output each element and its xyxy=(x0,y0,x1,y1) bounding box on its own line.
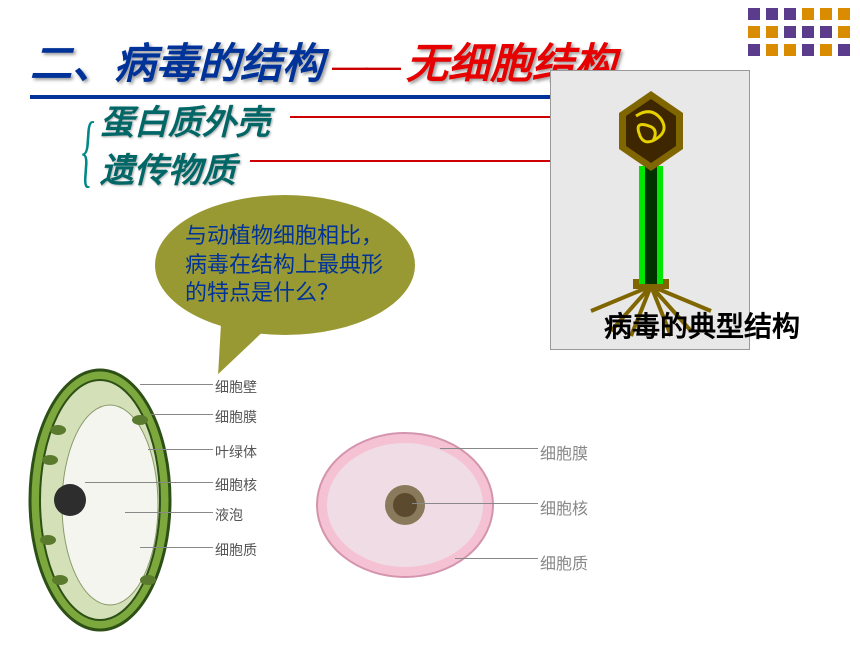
dot-row xyxy=(748,8,850,20)
plant-cell-svg xyxy=(20,360,210,640)
question-bubble: 与动植物细胞相比，病毒在结构上最典形的特点是什么？ xyxy=(155,195,415,335)
bubble-text: 与动植物细胞相比，病毒在结构上最典形的特点是什么？ xyxy=(185,222,385,308)
plant-label: 叶绿体 xyxy=(215,442,257,462)
label-line xyxy=(148,449,213,450)
slide-heading: 二、病毒的结构 —— 无细胞结构 xyxy=(30,30,616,91)
animal-label: 细胞膜 xyxy=(540,440,588,464)
plant-label: 细胞膜 xyxy=(215,407,257,427)
label-line xyxy=(140,384,213,385)
label-line xyxy=(150,414,213,415)
heading-section: 二、病毒的结构 xyxy=(30,30,324,91)
animal-label: 细胞核 xyxy=(540,495,588,519)
plant-label: 细胞质 xyxy=(215,540,257,560)
plant-cell-diagram xyxy=(20,360,210,640)
animal-cell-diagram xyxy=(310,425,510,585)
animal-cell-svg xyxy=(310,425,510,585)
heading-dash: —— xyxy=(332,45,398,87)
property-item: 遗传物质 xyxy=(100,148,270,196)
label-line xyxy=(455,558,538,559)
dot-row xyxy=(748,26,850,38)
animal-label: 细胞质 xyxy=(540,550,588,574)
label-line xyxy=(412,503,538,504)
plant-label: 细胞核 xyxy=(215,475,257,495)
heading-underline xyxy=(30,95,616,99)
label-line xyxy=(125,512,213,513)
label-line xyxy=(440,448,538,449)
label-line xyxy=(140,547,213,548)
virus-properties: { 蛋白质外壳 遗传物质 xyxy=(100,100,270,195)
property-item: 蛋白质外壳 xyxy=(100,100,270,148)
decorative-dots xyxy=(748,8,850,62)
brace-icon: { xyxy=(82,106,95,197)
virus-diagram-label: 病毒的典型结构 xyxy=(604,305,800,345)
label-line xyxy=(85,482,213,483)
plant-label: 细胞壁 xyxy=(215,377,257,397)
dot-row xyxy=(748,44,850,56)
plant-label: 液泡 xyxy=(215,505,243,525)
